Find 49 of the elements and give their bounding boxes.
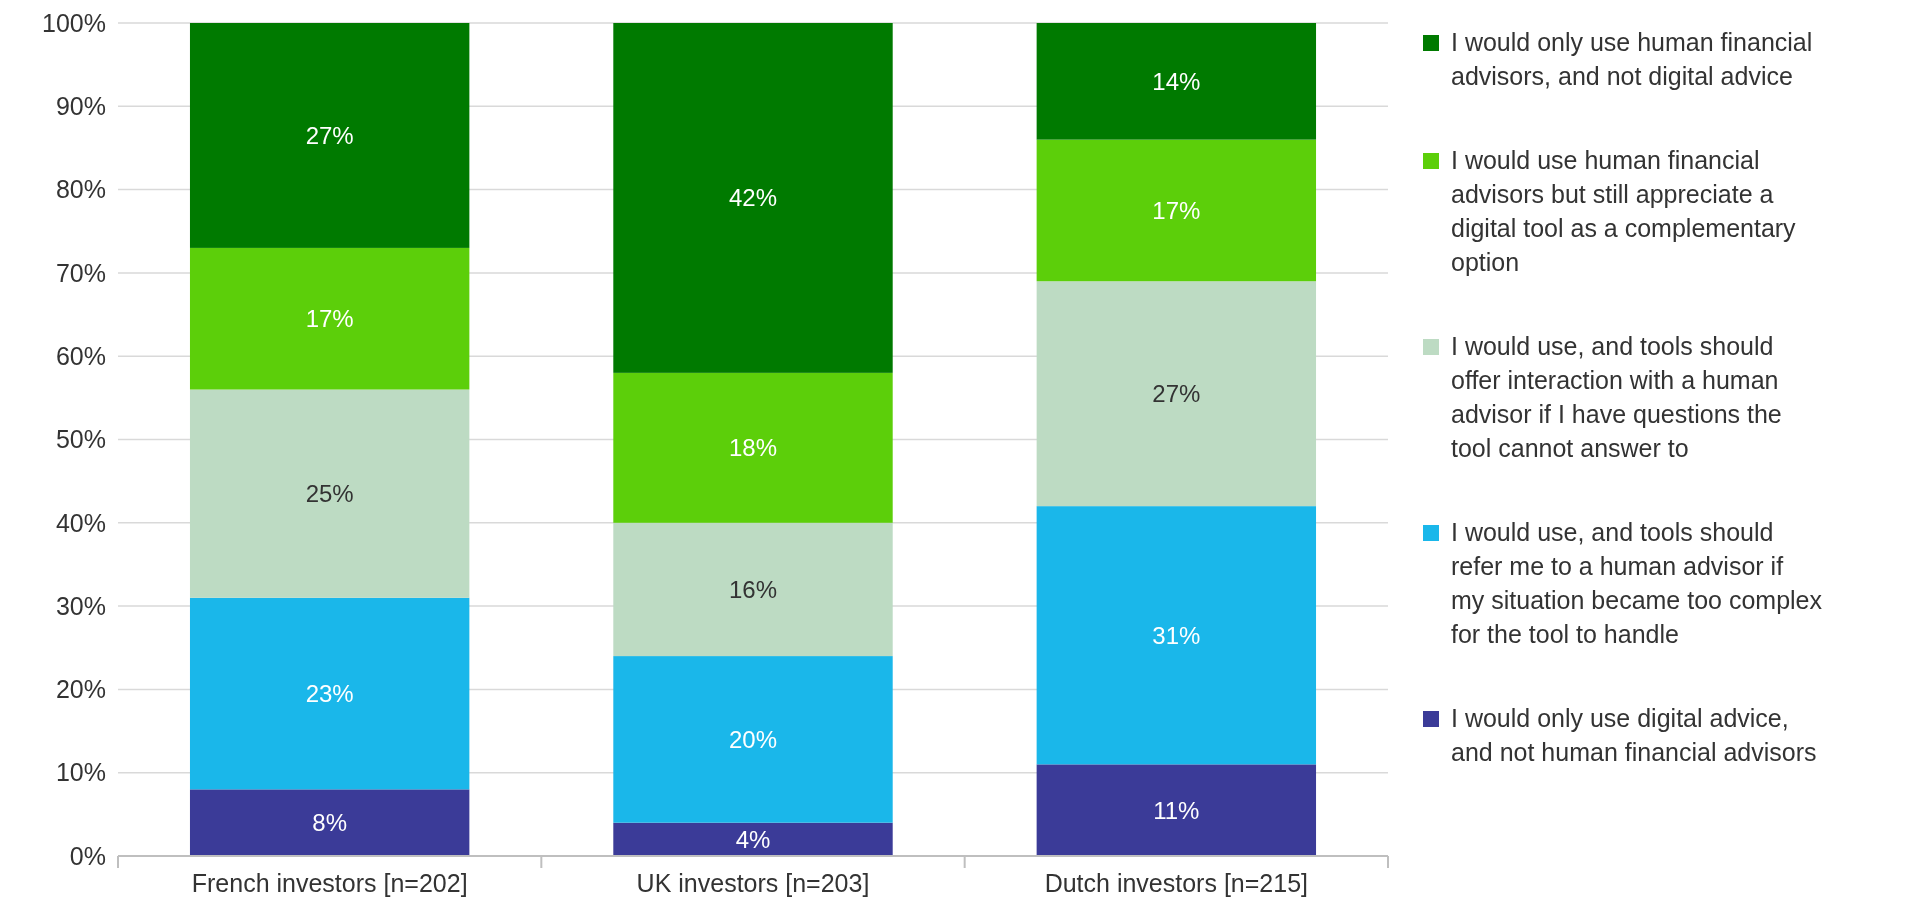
legend-label: I would use human financial advisors but still appreciate a digital tool as a complementary option — [1451, 146, 1797, 277]
y-tick-label: 60% — [55, 341, 106, 370]
bar — [613, 23, 893, 373]
data-label: 17% — [305, 305, 354, 333]
y-tick-label: 70% — [55, 258, 106, 287]
bar — [613, 372, 893, 523]
bar — [189, 247, 470, 390]
data-label: 18% — [728, 434, 778, 462]
y-tick-label: 90% — [55, 92, 106, 121]
data-label: 31% — [1152, 621, 1201, 649]
bar — [613, 656, 893, 823]
data-label: 4% — [735, 825, 771, 853]
data-label: 25% — [305, 480, 354, 508]
legend-label: I would only use human financial advisors, and not digital advice — [1451, 28, 1813, 91]
y-tick-label: 40% — [55, 508, 106, 537]
legend-label: I would use, and tools should offer interaction with a human advisor if I have questions the tool cannot answer to — [1451, 332, 1782, 463]
legend-label: I would only use digital advice, and not human financial advisors — [1451, 704, 1817, 767]
data-label: 16% — [728, 575, 778, 603]
x-tick-label: Dutch investors [n=215] — [1044, 869, 1309, 897]
data-label: 11% — [1153, 796, 1200, 824]
data-label: 14% — [1152, 67, 1201, 95]
bar — [1036, 23, 1317, 140]
legend-label: I would use, and tools should refer me to a human advisor if my situation became too complex for the tool to handle — [1451, 518, 1823, 649]
bar — [613, 522, 893, 657]
bar — [189, 597, 470, 790]
y-tick-label: 80% — [55, 175, 106, 204]
bar — [1036, 764, 1317, 856]
bar — [613, 822, 893, 856]
y-tick-label: 0% — [69, 841, 106, 870]
data-label: 27% — [1152, 380, 1201, 408]
y-tick-label: 50% — [55, 425, 106, 454]
bar — [189, 389, 470, 598]
bar — [189, 789, 470, 856]
bar — [1036, 506, 1317, 765]
y-tick-label: 100% — [42, 8, 106, 37]
bar — [189, 23, 470, 248]
bar — [1036, 281, 1317, 507]
data-label: 8% — [312, 809, 348, 837]
y-tick-label: 20% — [55, 675, 106, 704]
y-tick-label: 10% — [55, 758, 106, 787]
data-label: 27% — [305, 121, 354, 149]
data-label: 23% — [305, 679, 354, 707]
x-tick-label: French investors [n=202] — [191, 869, 468, 897]
bar — [1036, 139, 1317, 282]
y-tick-label: 30% — [55, 591, 106, 620]
data-label: 17% — [1152, 196, 1201, 224]
data-label: 42% — [728, 184, 778, 212]
x-tick-label: UK investors [n=203] — [636, 869, 870, 897]
data-label: 20% — [728, 725, 778, 753]
